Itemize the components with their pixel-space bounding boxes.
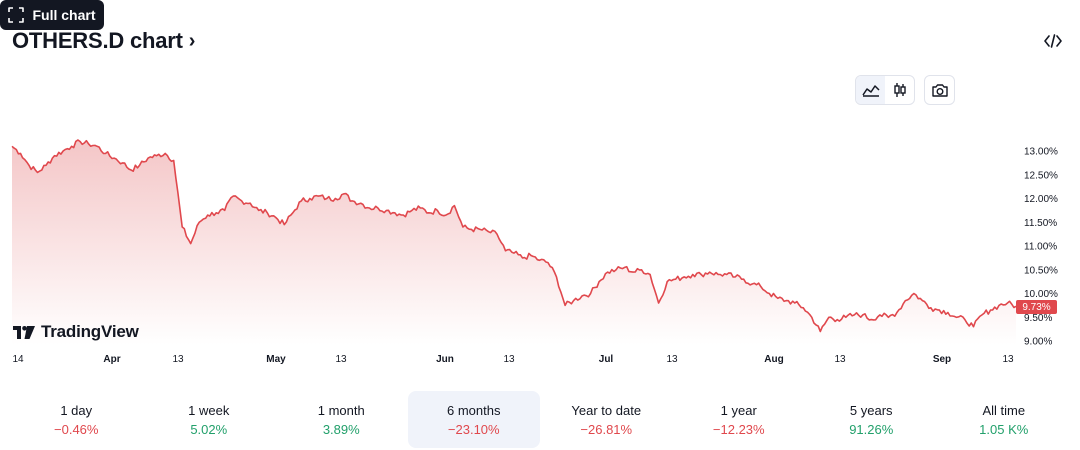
x-tick-label: Jul bbox=[599, 354, 614, 365]
area-chart-icon bbox=[861, 85, 880, 97]
y-tick-label: 10.50% bbox=[1024, 265, 1058, 276]
candlestick-icon bbox=[893, 83, 906, 97]
period-label: 6 months bbox=[447, 402, 501, 418]
x-tick-label: Sep bbox=[933, 354, 951, 365]
period-label: 1 week bbox=[188, 402, 230, 418]
x-tick-label: Apr bbox=[103, 354, 120, 365]
tradingview-logo-icon bbox=[13, 325, 35, 339]
performance-periods: 1 day −0.46% 1 week 5.02% 1 month 3.89% 6 mont… bbox=[10, 391, 1070, 448]
camera-icon bbox=[931, 83, 948, 97]
y-tick-label: 12.50% bbox=[1024, 170, 1058, 181]
x-tick-label: 13 bbox=[666, 354, 678, 365]
x-tick-label: 13 bbox=[1002, 354, 1014, 365]
period-tab[interactable]: 6 months −23.10% bbox=[407, 391, 540, 448]
area-style-button[interactable] bbox=[856, 76, 885, 104]
chevron-right-icon: › bbox=[188, 29, 196, 52]
period-label: Year to date bbox=[571, 402, 642, 418]
full-chart-button[interactable]: Full chart bbox=[0, 0, 104, 30]
y-tick-label: 9.50% bbox=[1024, 313, 1052, 324]
period-tab[interactable]: All time 1.05 K% bbox=[938, 391, 1071, 448]
period-change-value: −26.81% bbox=[580, 421, 633, 437]
period-label: All time bbox=[982, 402, 1026, 418]
x-tick-label: 13 bbox=[172, 354, 184, 365]
tradingview-watermark[interactable]: TradingView bbox=[13, 322, 139, 342]
period-change-value: −12.23% bbox=[712, 421, 765, 437]
x-tick-label: 14 bbox=[12, 354, 24, 365]
period-change-value: −23.10% bbox=[447, 421, 500, 437]
period-change-value: 1.05 K% bbox=[979, 421, 1029, 437]
x-tick-label: 13 bbox=[503, 354, 515, 365]
period-tab[interactable]: Year to date −26.81% bbox=[540, 391, 673, 448]
series-area-fill bbox=[12, 140, 1016, 345]
y-tick-label: 10.00% bbox=[1024, 289, 1058, 300]
fullscreen-icon bbox=[8, 7, 25, 23]
candlestick-style-button[interactable] bbox=[885, 76, 914, 104]
x-tick-label: Aug bbox=[764, 354, 783, 365]
y-tick-label: 11.50% bbox=[1024, 218, 1057, 229]
page-title[interactable]: OTHERS.D chart › bbox=[12, 28, 195, 54]
period-tab[interactable]: 1 week 5.02% bbox=[143, 391, 276, 448]
y-tick-label: 13.00% bbox=[1024, 147, 1058, 158]
period-tab[interactable]: 1 year −12.23% bbox=[673, 391, 806, 448]
y-tick-label: 9.00% bbox=[1024, 337, 1052, 348]
period-change-value: −0.46% bbox=[54, 421, 99, 437]
period-label: 1 month bbox=[317, 402, 365, 418]
price-chart[interactable]: 13.00% 12.50% 12.00% 11.50% 11.00% 10.50% 10.0… bbox=[0, 120, 1080, 370]
period-tab[interactable]: 1 day −0.46% bbox=[10, 391, 143, 448]
x-tick-label: 13 bbox=[335, 354, 347, 365]
tradingview-wordmark: TradingView bbox=[41, 322, 139, 341]
series-line bbox=[11, 139, 1017, 333]
period-label: 5 years bbox=[849, 402, 893, 418]
period-label: 1 year bbox=[720, 402, 757, 418]
snapshot-button[interactable] bbox=[924, 75, 955, 105]
period-change-value: 3.89% bbox=[322, 421, 360, 437]
period-change-value: 5.02% bbox=[190, 421, 228, 437]
y-tick-label: 11.00% bbox=[1024, 242, 1057, 253]
x-tick-label: May bbox=[266, 354, 286, 365]
y-tick-label: 12.00% bbox=[1024, 194, 1058, 205]
period-tab[interactable]: 1 month 3.89% bbox=[275, 391, 408, 448]
x-tick-label: Jun bbox=[436, 354, 454, 365]
chart-title-text: OTHERS.D chart bbox=[12, 28, 183, 53]
period-change-value: 91.26% bbox=[849, 421, 894, 437]
current-value-tag: 9.73% bbox=[1016, 300, 1057, 314]
x-tick-label: 13 bbox=[834, 354, 846, 365]
period-label: 1 day bbox=[60, 402, 93, 418]
period-tab[interactable]: 5 years 91.26% bbox=[805, 391, 938, 448]
chart-style-switcher bbox=[855, 75, 915, 105]
full-chart-label: Full chart bbox=[32, 7, 96, 23]
embed-code-button[interactable] bbox=[1038, 30, 1068, 52]
embed-code-icon bbox=[1044, 34, 1062, 48]
